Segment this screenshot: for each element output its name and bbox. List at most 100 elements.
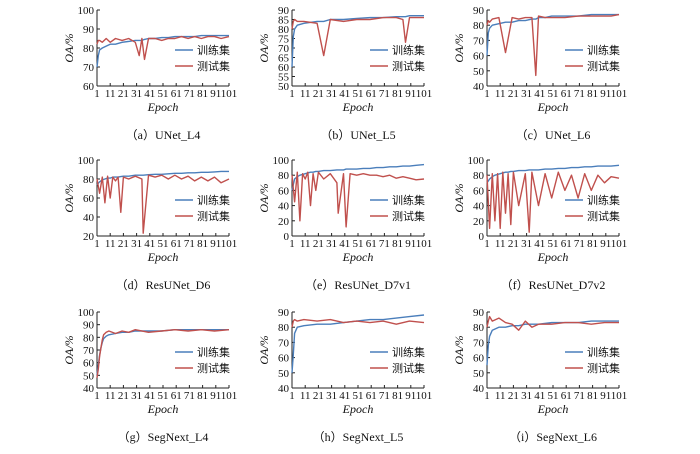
test-series-line — [291, 16, 424, 57]
y-axis-title: OA/% — [62, 33, 76, 62]
x-tick-label: 81 — [392, 88, 403, 100]
y-tick-label: 55 — [278, 72, 290, 84]
legend-test-label: 测试集 — [197, 361, 230, 375]
legend-train-label: 训练集 — [392, 345, 425, 359]
y-axis-title: OA/% — [62, 335, 76, 364]
x-tick-label: 21 — [313, 88, 324, 100]
x-tick-label: 81 — [197, 88, 208, 100]
y-tick-label: 90 — [278, 307, 290, 319]
x-tick-label: 81 — [392, 390, 403, 402]
x-tick-label: 71 — [184, 238, 195, 250]
test-series-line — [291, 171, 425, 228]
x-tick-label: 71 — [184, 88, 195, 100]
y-tick-label: 40 — [83, 383, 95, 395]
x-tick-label: 1 — [94, 88, 100, 100]
y-tick-label: 100 — [468, 155, 485, 167]
test-series-line — [96, 35, 230, 61]
x-tick-label: 91 — [405, 88, 416, 100]
legend-train-label: 训练集 — [392, 43, 425, 57]
legend-test-label: 测试集 — [587, 59, 620, 73]
x-tick-label: 91 — [210, 88, 221, 100]
x-tick-label: 81 — [197, 238, 208, 250]
x-tick-label: 31 — [131, 238, 142, 250]
train-series-line — [291, 163, 425, 191]
y-tick-label: 60 — [278, 62, 290, 74]
x-tick-label: 11 — [105, 88, 116, 100]
x-axis-title: Epoch — [342, 402, 374, 416]
x-tick-label: 1 — [289, 390, 295, 402]
x-axis-title: Epoch — [537, 250, 569, 264]
x-tick-label: 71 — [574, 238, 585, 250]
y-tick-label: 50 — [83, 370, 95, 382]
y-tick-label: 85 — [278, 15, 290, 27]
x-tick-label: 41 — [534, 238, 545, 250]
legend-train-label: 训练集 — [197, 43, 230, 57]
x-tick-label: 11 — [300, 238, 311, 250]
train-series-line — [96, 34, 229, 68]
y-tick-label: 20 — [473, 216, 485, 228]
y-tick-label: 70 — [83, 345, 95, 357]
y-tick-label: 40 — [83, 212, 95, 224]
x-tick-label: 21 — [508, 390, 519, 402]
panel-caption: （d）ResUNet_D6 — [116, 278, 211, 292]
legend-test-label: 测试集 — [197, 209, 230, 223]
y-tick-label: 90 — [83, 320, 95, 332]
y-axis-title: OA/% — [257, 335, 271, 364]
x-tick-label: 91 — [405, 390, 416, 402]
x-tick-label: 41 — [144, 88, 155, 100]
y-tick-label: 60 — [473, 353, 485, 365]
x-tick-label: 61 — [561, 238, 572, 250]
x-tick-label: 51 — [353, 390, 364, 402]
y-tick-label: 0 — [479, 231, 485, 243]
train-series-line — [291, 314, 425, 373]
test-series-line — [96, 329, 230, 379]
x-tick-label: 101 — [611, 88, 628, 100]
x-tick-label: 11 — [495, 88, 506, 100]
y-tick-label: 50 — [473, 66, 485, 78]
x-tick-label: 101 — [611, 390, 628, 402]
x-tick-label: 41 — [339, 238, 350, 250]
y-tick-label: 40 — [473, 81, 485, 93]
x-tick-label: 51 — [158, 238, 169, 250]
legend-train-label: 训练集 — [197, 193, 230, 207]
legend-test-label: 测试集 — [392, 59, 425, 73]
x-tick-label: 51 — [548, 88, 559, 100]
x-tick-label: 21 — [118, 238, 129, 250]
x-axis-title: Epoch — [342, 100, 374, 114]
x-tick-label: 91 — [600, 390, 611, 402]
x-tick-label: 41 — [534, 88, 545, 100]
y-tick-label: 80 — [83, 332, 95, 344]
x-tick-label: 21 — [118, 390, 129, 402]
x-tick-label: 31 — [521, 390, 532, 402]
x-tick-label: 1 — [94, 390, 100, 402]
y-tick-label: 60 — [473, 185, 485, 197]
y-tick-label: 50 — [473, 368, 485, 380]
panel-caption: （a）UNet_L4 — [126, 128, 201, 142]
legend-train-label: 训练集 — [392, 193, 425, 207]
x-tick-label: 41 — [534, 390, 545, 402]
x-tick-label: 41 — [144, 390, 155, 402]
x-tick-label: 91 — [405, 238, 416, 250]
x-tick-label: 61 — [366, 88, 377, 100]
x-tick-label: 71 — [574, 88, 585, 100]
test-series-line — [486, 13, 620, 77]
y-tick-label: 80 — [83, 174, 95, 186]
y-tick-label: 50 — [278, 368, 290, 380]
y-tick-label: 60 — [278, 353, 290, 365]
x-tick-label: 51 — [548, 390, 559, 402]
x-tick-label: 31 — [326, 88, 337, 100]
x-axis-title: Epoch — [342, 250, 374, 264]
x-tick-label: 61 — [561, 390, 572, 402]
panel-caption: （c）UNet_L6 — [516, 128, 591, 142]
x-tick-label: 21 — [118, 88, 129, 100]
x-tick-label: 51 — [353, 88, 364, 100]
legend-test-label: 测试集 — [392, 209, 425, 223]
x-tick-label: 21 — [313, 390, 324, 402]
x-tick-label: 81 — [197, 390, 208, 402]
x-tick-label: 101 — [416, 238, 433, 250]
